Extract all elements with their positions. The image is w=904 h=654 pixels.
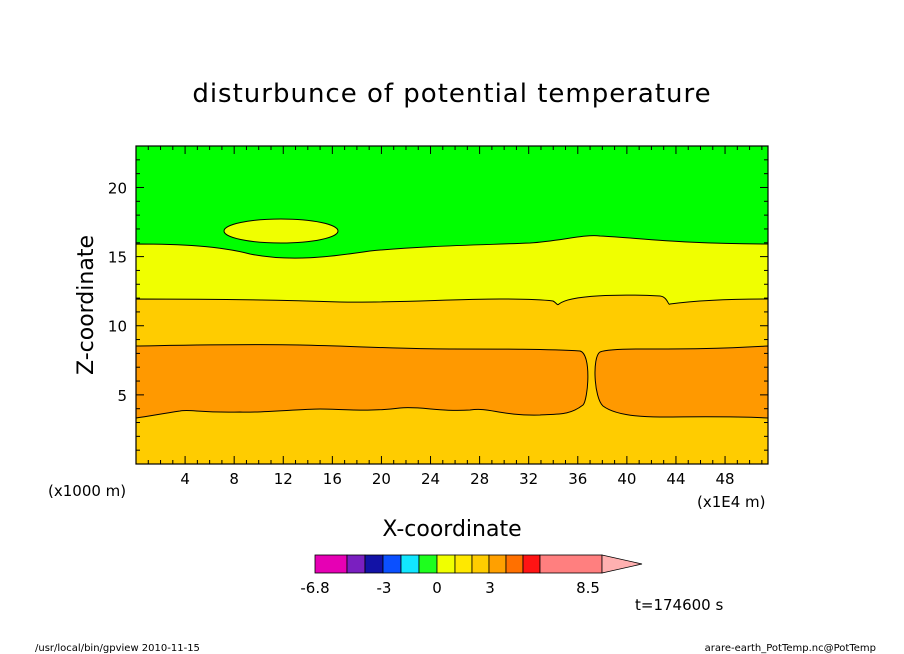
colorbar-label: 8.5 (576, 579, 600, 597)
colorbar-swatch (505, 554, 524, 574)
region-closed-contour (223, 218, 339, 244)
colorbar-swatch (382, 554, 402, 574)
x-tick-label: 44 (666, 470, 685, 488)
region-band-8 (135, 344, 589, 419)
x-axis: 4 8 12 16 20 24 28 32 36 40 44 48 (147, 146, 763, 488)
colorbar-label: 3 (485, 579, 495, 597)
colorbar-swatch (346, 554, 366, 574)
x-unit-label: (x1E4 m) (697, 493, 766, 511)
colorbar-label: 0 (432, 579, 442, 597)
x-tick-label: 8 (229, 470, 239, 488)
colorbar-label: -6.8 (300, 579, 329, 597)
plot-area (135, 146, 769, 465)
x-tick-label: 32 (519, 470, 538, 488)
x-tick-label: 4 (180, 470, 190, 488)
y-tick-label: 15 (108, 249, 127, 267)
y-axis: 5 10 15 20 (108, 159, 768, 451)
y-unit-label: (x1000 m) (48, 482, 126, 500)
colorbar (314, 554, 643, 574)
colorbar-swatch (418, 554, 438, 574)
colorbar-swatch (454, 554, 473, 574)
colorbar-extend-arrow (601, 554, 643, 574)
x-tick-label: 40 (617, 470, 636, 488)
y-tick-label: 5 (117, 387, 127, 405)
colorbar-swatch (471, 554, 490, 574)
x-tick-label: 28 (470, 470, 489, 488)
plot-frame (135, 145, 769, 465)
footer-right: arare-earth_PotTemp.nc@PotTemp (705, 643, 876, 654)
x-tick-label: 36 (568, 470, 587, 488)
chart-title: disturbunce of potential temperature (192, 79, 711, 109)
colorbar-labels: -6.8 -3 0 3 8.5 (300, 579, 600, 597)
y-tick-label: 10 (108, 318, 127, 336)
y-axis-title: Z-coordinate (74, 235, 99, 375)
colorbar-swatch (314, 554, 348, 574)
colorbar-swatch (364, 554, 384, 574)
x-tick-label: 48 (716, 470, 735, 488)
x-tick-label: 20 (372, 470, 391, 488)
time-label: t=174600 s (635, 596, 723, 614)
colorbar-swatch (488, 554, 507, 574)
colorbar-swatch (539, 554, 603, 574)
footer-left: /usr/local/bin/gpview 2010-11-15 (35, 643, 200, 654)
x-tick-label: 24 (421, 470, 440, 488)
x-tick-label: 16 (323, 470, 342, 488)
y-tick-label: 20 (108, 179, 127, 197)
colorbar-label: -3 (377, 579, 392, 597)
colorbar-swatch (400, 554, 420, 574)
region-band-8-right (594, 345, 769, 419)
x-tick-label: 12 (274, 470, 293, 488)
x-axis-title: X-coordinate (382, 517, 521, 542)
colorbar-swatch (436, 554, 456, 574)
colorbar-swatch (522, 554, 541, 574)
